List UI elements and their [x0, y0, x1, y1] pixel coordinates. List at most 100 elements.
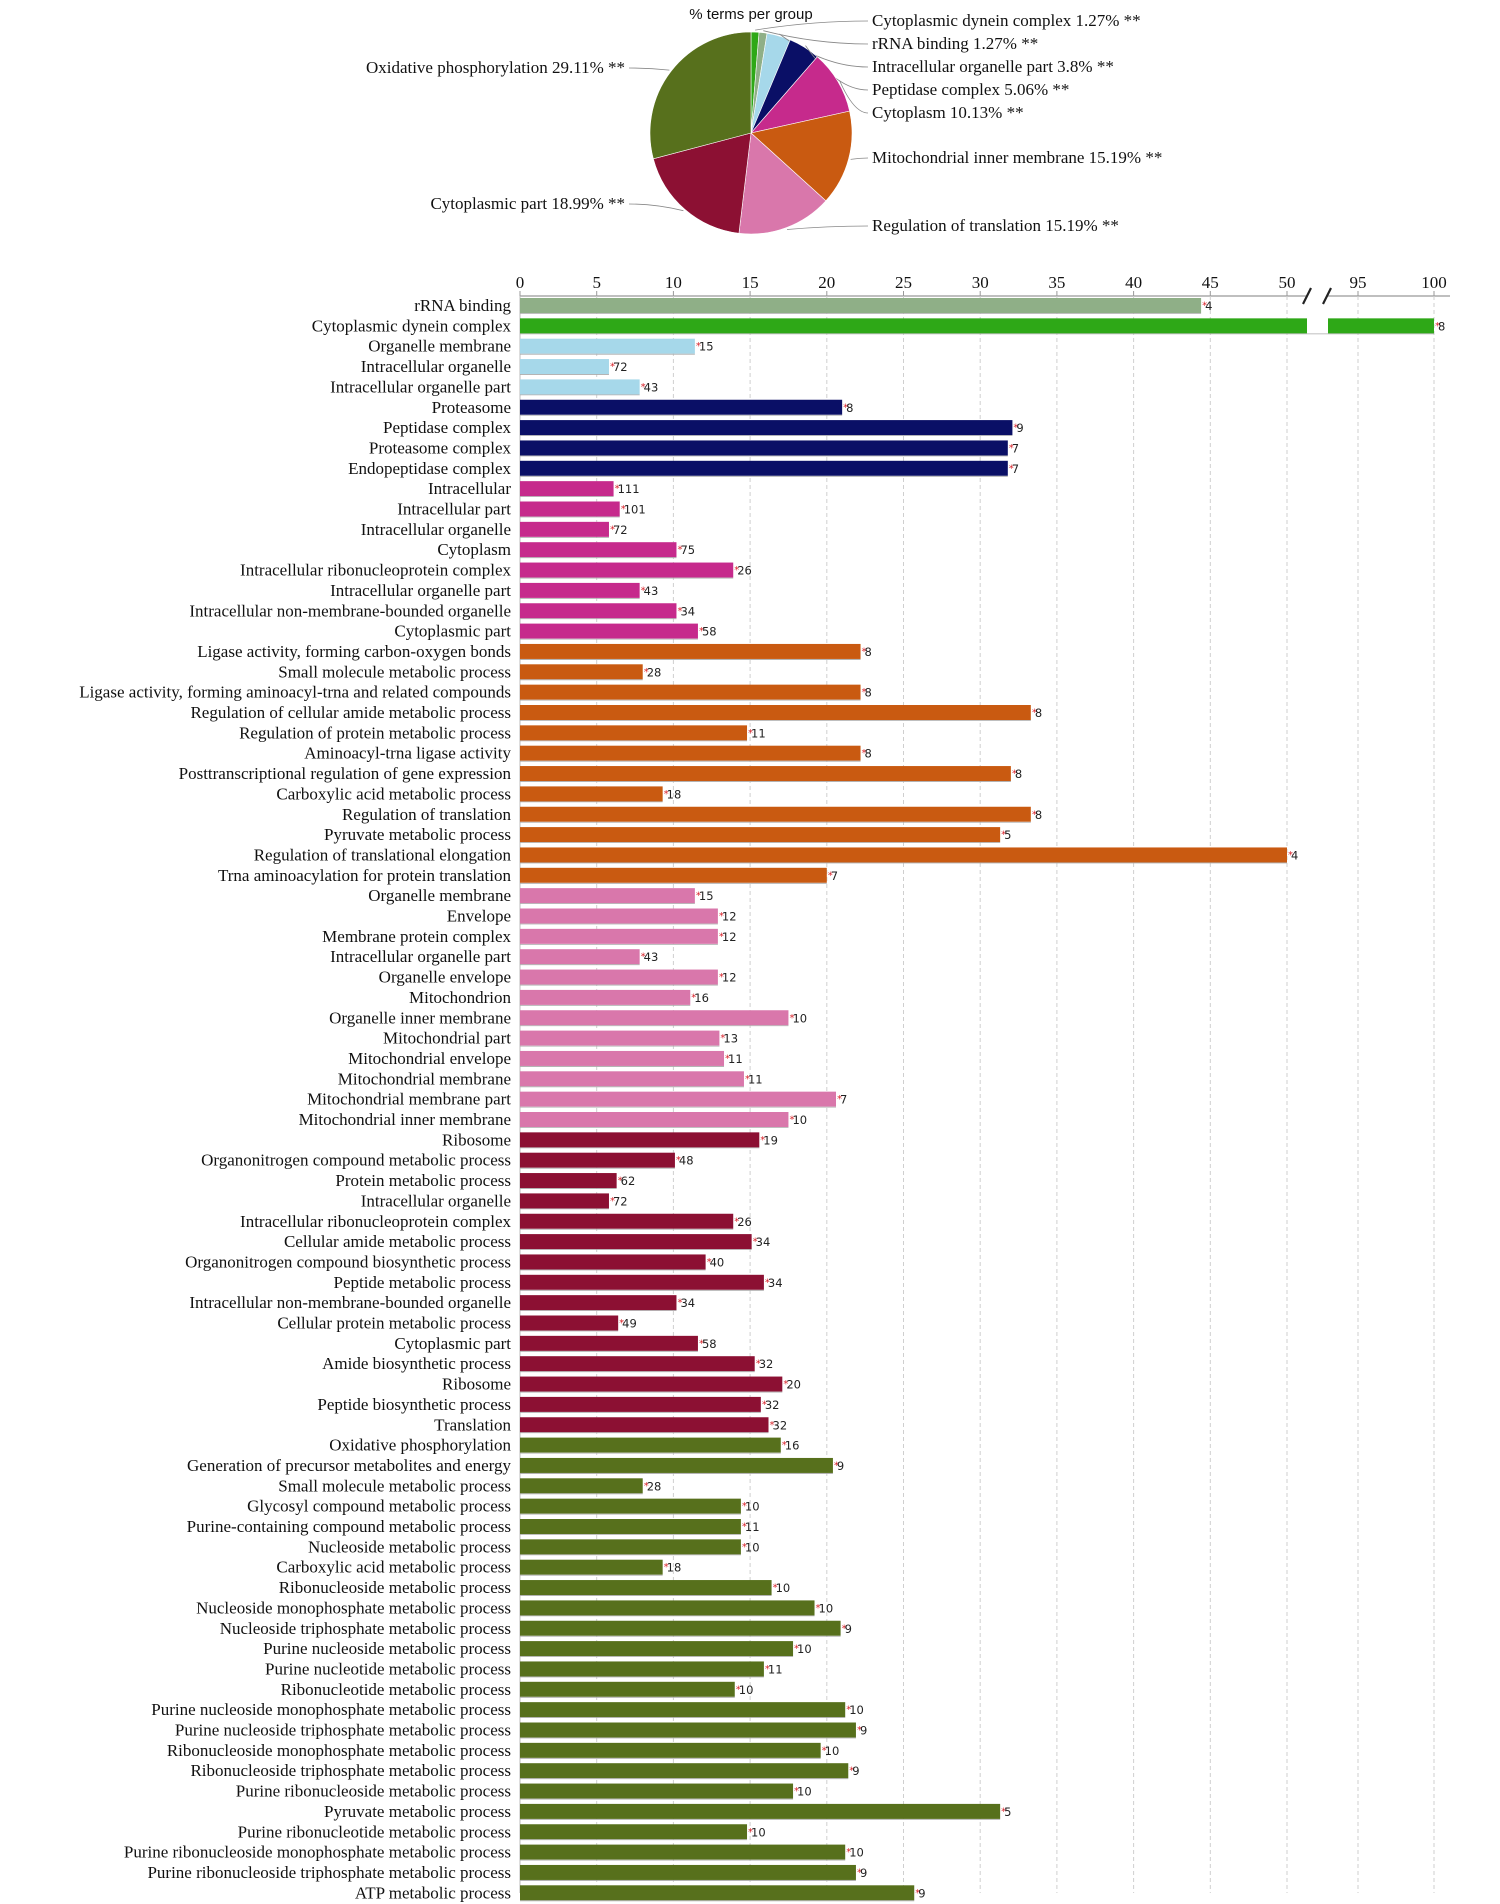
bar-count-label: 75 [680, 543, 695, 557]
bar-count-label: 12 [722, 910, 737, 924]
significance-marker: * [641, 382, 646, 393]
significance-marker: * [719, 911, 724, 922]
significance-marker: * [742, 1542, 747, 1553]
significance-marker: * [862, 687, 867, 698]
bar [520, 1132, 760, 1148]
bar-term-label: Amide biosynthetic process [322, 1354, 511, 1373]
bar-term-label: Carboxylic acid metabolic process [276, 1558, 511, 1577]
bar-count-label: 34 [756, 1235, 771, 1249]
significance-marker: * [736, 1684, 741, 1695]
bar-term-label: Purine nucleoside triphosphate metabolic… [175, 1721, 511, 1740]
bar [520, 1254, 706, 1270]
x-tick-label: 50 [1279, 273, 1296, 292]
bar-count-label: 7 [831, 869, 838, 883]
bar-count-label: 9 [860, 1866, 867, 1880]
bar-term-label: Oxidative phosphorylation [329, 1436, 511, 1455]
significance-marker: * [742, 1501, 747, 1512]
significance-marker: * [770, 1420, 775, 1431]
bar-term-label: Regulation of protein metabolic process [239, 723, 511, 742]
pie-slice-label: Intracellular organelle part 3.8% ** [872, 57, 1114, 76]
bar [520, 664, 643, 680]
bar [520, 420, 1013, 436]
bar-term-label: Nucleoside triphosphate metabolic proces… [220, 1619, 511, 1638]
pie-leader-line [779, 33, 869, 68]
significance-marker: * [610, 524, 615, 535]
bar [520, 1274, 764, 1290]
bar-term-label: Purine ribonucleoside metabolic process [236, 1782, 511, 1801]
significance-marker: * [719, 931, 724, 942]
bar-term-label: rRNA binding [414, 296, 511, 315]
bar-term-label: Ribonucleotide metabolic process [281, 1680, 511, 1699]
bar-term-label: Intracellular ribonucleoprotein complex [240, 561, 511, 580]
bar-term-label: Mitochondrion [409, 988, 511, 1007]
significance-marker: * [765, 1277, 770, 1288]
bar [520, 1864, 856, 1880]
bar-term-label: Endopeptidase complex [348, 459, 511, 478]
bar-count-label: 34 [768, 1276, 783, 1290]
bar [520, 1173, 617, 1189]
bar [520, 399, 843, 415]
bar-term-label: Mitochondrial membrane part [307, 1090, 511, 1109]
bar-term-label: Ribonucleoside triphosphate metabolic pr… [190, 1761, 511, 1780]
bar-count-label: 40 [710, 1255, 725, 1269]
bar-count-label: 43 [644, 380, 659, 394]
bar [520, 1519, 741, 1534]
axis-break-mark [1302, 287, 1312, 305]
significance-marker: * [699, 1338, 704, 1349]
bar-term-label: Organelle envelope [379, 968, 511, 987]
significance-marker: * [644, 667, 649, 678]
significance-marker: * [789, 1115, 794, 1126]
significance-marker: * [773, 1583, 778, 1594]
bar-count-label: 4 [1205, 299, 1212, 313]
bar-term-label: Intracellular organelle part [330, 947, 511, 966]
pie-slice-label: Cytoplasm 10.13% ** [872, 103, 1024, 122]
significance-marker: * [696, 891, 701, 902]
significance-marker: * [619, 1318, 624, 1329]
significance-marker: * [842, 1623, 847, 1634]
pie-leader-line [839, 80, 869, 114]
bar-count-label: 8 [865, 645, 872, 659]
bar-count-label: 9 [845, 1622, 852, 1636]
significance-marker: * [1288, 850, 1293, 861]
significance-marker: * [1032, 708, 1037, 719]
bar [520, 1803, 1001, 1819]
bar [520, 1478, 643, 1494]
bar-count-label: 10 [797, 1642, 812, 1656]
bar-term-label: Membrane protein complex [322, 927, 511, 946]
pie-slice-label: Regulation of translation 15.19% ** [872, 216, 1119, 235]
bar [520, 1885, 915, 1901]
bar-term-label: Purine ribonucleotide metabolic process [238, 1822, 511, 1841]
bar [520, 1559, 663, 1575]
significance-marker: * [753, 1237, 758, 1248]
bar-count-label: 5 [1004, 828, 1011, 842]
significance-marker: * [857, 1867, 862, 1878]
bar-term-label: Ribosome [442, 1130, 511, 1149]
significance-marker: * [621, 504, 626, 515]
significance-marker: * [828, 870, 833, 881]
significance-marker: * [677, 1298, 682, 1309]
bar-term-label: Intracellular organelle part [330, 377, 511, 396]
significance-marker: * [834, 1460, 839, 1471]
bar-term-label: Intracellular organelle [361, 520, 511, 539]
bar [520, 1457, 833, 1473]
bar-term-label: Mitochondrial part [383, 1029, 511, 1048]
bar-term-label: Pyruvate metabolic process [324, 825, 511, 844]
bar [520, 1437, 781, 1453]
bar [520, 827, 1001, 843]
significance-marker: * [837, 1094, 842, 1105]
bar-term-label: Pyruvate metabolic process [324, 1802, 511, 1821]
bar-count-label: 32 [773, 1418, 788, 1432]
significance-marker: * [748, 728, 753, 739]
bar [520, 501, 620, 517]
bar-term-label: Cytoplasmic dynein complex [312, 316, 512, 335]
significance-marker: * [782, 1440, 787, 1451]
x-tick-label: 100 [1421, 273, 1447, 292]
bar [520, 786, 663, 802]
significance-marker: * [664, 1562, 669, 1573]
bar [520, 1112, 789, 1127]
significance-marker: * [691, 992, 696, 1003]
x-tick-label: 20 [818, 273, 835, 292]
bar-count-label: 58 [702, 625, 717, 639]
significance-marker: * [676, 1155, 681, 1166]
significance-marker: * [846, 1847, 851, 1858]
